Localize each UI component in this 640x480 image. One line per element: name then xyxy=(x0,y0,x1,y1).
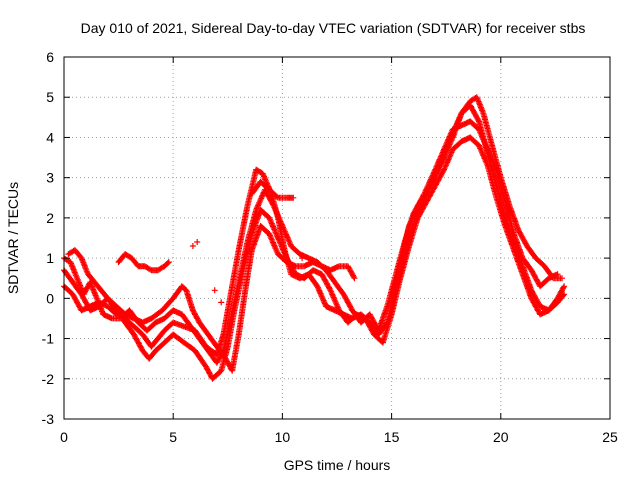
grid xyxy=(64,57,610,419)
plot-frame xyxy=(63,56,611,420)
y-tick-label: 4 xyxy=(46,129,54,145)
y-tick-label: -2 xyxy=(42,371,55,387)
data-point-markers xyxy=(248,178,297,201)
y-tick-label: 5 xyxy=(46,89,54,105)
data-point-markers xyxy=(189,239,306,306)
x-tick-label: 0 xyxy=(60,429,68,445)
series-track-7 xyxy=(388,94,565,302)
x-tick-label: 25 xyxy=(602,429,618,445)
data-point-markers xyxy=(115,251,172,274)
data-point-markers xyxy=(65,222,358,374)
x-tick-label: 5 xyxy=(169,429,177,445)
x-axis-label: GPS time / hours xyxy=(284,457,391,473)
axis-ticks: 0 5 10 15 20 25 -3 -2 -1 0 1 2 3 4 5 6 xyxy=(42,49,618,445)
y-tick-label: 1 xyxy=(46,250,54,266)
y-axis-label: SDTVAR / TECUs xyxy=(5,182,21,294)
y-tick-label: -1 xyxy=(42,331,55,347)
data-point-markers xyxy=(388,94,565,302)
y-tick-label: 6 xyxy=(46,49,54,65)
y-tick-label: 3 xyxy=(46,170,54,186)
x-tick-label: 10 xyxy=(275,429,291,445)
chart-title: Day 010 of 2021, Sidereal Day-to-day VTE… xyxy=(81,20,586,36)
series-outliers xyxy=(189,239,306,306)
series-track-6 xyxy=(248,178,297,201)
y-tick-label: 2 xyxy=(46,210,54,226)
y-tick-label: -3 xyxy=(42,411,55,427)
x-tick-label: 15 xyxy=(384,429,400,445)
series-track-5 xyxy=(115,251,172,274)
y-tick-label: 0 xyxy=(46,290,54,306)
series-track-4 xyxy=(65,222,358,374)
x-tick-label: 20 xyxy=(493,429,509,445)
